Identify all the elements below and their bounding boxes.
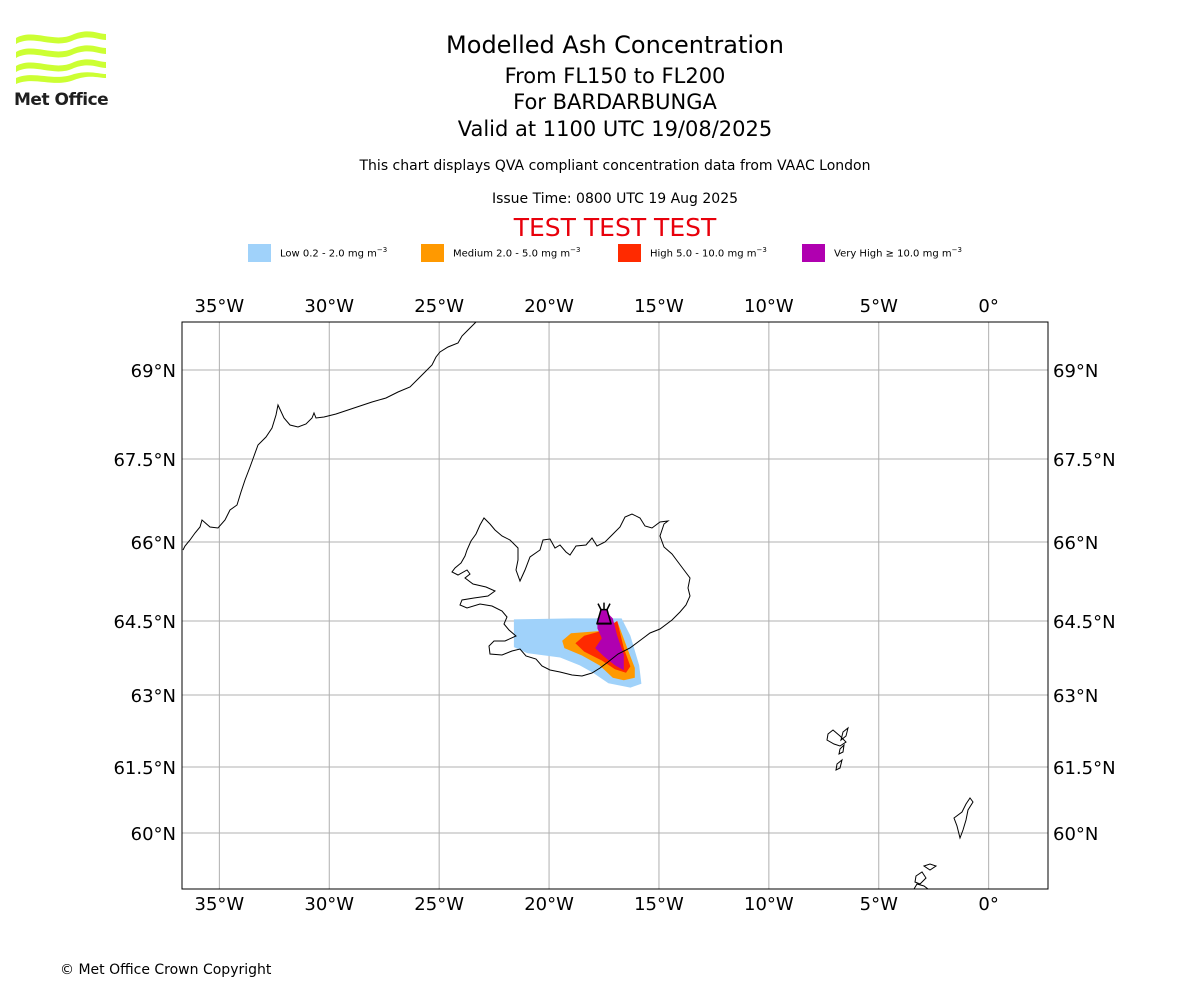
map-frame: [181, 321, 1049, 890]
legend-swatch-high: [618, 244, 641, 262]
legend-swatch-medium: [421, 244, 444, 262]
legend-label-high: High 5.0 - 10.0 mg m−3: [650, 246, 767, 260]
coastline-faroe-4: [835, 758, 843, 771]
lat-tick-label-left: 69°N: [131, 361, 176, 382]
lon-tick-label-bottom: 30°W: [304, 894, 354, 915]
legend-swatch-very-high: [802, 244, 825, 262]
lon-tick-label-bottom: 35°W: [195, 894, 245, 915]
map-background: [182, 322, 1048, 889]
lon-tick-label-top: 25°W: [414, 296, 464, 317]
lon-tick-label-bottom: 5°W: [860, 894, 898, 915]
lon-tick-label-top: 15°W: [634, 296, 684, 317]
flight-level-range: From FL150 to FL200: [504, 64, 726, 88]
lon-tick-label-top: 5°W: [860, 296, 898, 317]
legend-swatch-low: [248, 244, 271, 262]
lat-tick-label-right: 60°N: [1053, 824, 1098, 845]
volcano-icon: [596, 602, 613, 625]
axis-tick-labels: 35°W 35°W 30°W 30°W 25°W 25°W 20°W 20°W 15°W 15°W…: [113, 296, 1115, 915]
chart-title: Modelled Ash Concentration: [446, 31, 784, 59]
lon-tick-label-bottom: 10°W: [744, 894, 794, 915]
copyright: © Met Office Crown Copyright: [60, 962, 272, 978]
volcano-plume-line: [606, 603, 611, 610]
lat-tick-label-left: 61.5°N: [113, 758, 176, 779]
legend-label-medium: Medium 2.0 - 5.0 mg m−3: [453, 246, 581, 260]
test-banner: TEST TEST TEST: [513, 213, 717, 242]
met-office-wave-icon: [16, 31, 106, 84]
lon-tick-label-top: 20°W: [524, 296, 574, 317]
valid-time: Valid at 1100 UTC 19/08/2025: [457, 117, 773, 141]
volcano-plume-line: [597, 603, 602, 610]
lat-tick-label-right: 64.5°N: [1053, 612, 1116, 633]
coastline-orkney-2: [922, 863, 938, 871]
lon-tick-label-top: 0°: [978, 296, 998, 317]
volcano-name: For BARDARBUNGA: [513, 90, 717, 114]
lat-tick-label-left: 60°N: [131, 824, 176, 845]
logo-text: Met Office: [14, 90, 109, 110]
issue-time: Issue Time: 0800 UTC 19 Aug 2025: [491, 191, 739, 207]
graticule: [182, 322, 1048, 889]
coastline-greenland: [182, 322, 477, 551]
lon-tick-label-top: 30°W: [304, 296, 354, 317]
lat-tick-label-left: 63°N: [131, 686, 176, 707]
lat-tick-label-left: 64.5°N: [113, 612, 176, 633]
legend-label-very-high: Very High ≥ 10.0 mg m−3: [834, 246, 962, 260]
lon-tick-label-top: 35°W: [195, 296, 245, 317]
lon-tick-label-bottom: 20°W: [524, 894, 574, 915]
lon-tick-label-top: 10°W: [744, 296, 794, 317]
lon-tick-label-bottom: 25°W: [414, 894, 464, 915]
coastline-faroe-2: [840, 726, 849, 742]
ash-concentration-layer: [513, 609, 642, 688]
coastlines: [182, 322, 974, 889]
coastline-iceland: [451, 513, 691, 677]
met-office-logo: Met Office: [14, 30, 109, 112]
lat-tick-label-right: 67.5°N: [1053, 450, 1116, 471]
compliance-note: This chart displays QVA compliant concen…: [359, 158, 871, 174]
lat-tick-label-right: 69°N: [1053, 361, 1098, 382]
coastline-scotland-north: [913, 883, 929, 889]
legend-label-low: Low 0.2 - 2.0 mg m−3: [280, 246, 388, 260]
lon-tick-label-bottom: 0°: [978, 894, 998, 915]
coastline-faroe-3: [838, 743, 845, 755]
coastline-shetland: [953, 797, 974, 840]
coastline-orkney: [914, 871, 927, 885]
lat-tick-label-right: 61.5°N: [1053, 758, 1116, 779]
lat-tick-label-right: 66°N: [1053, 533, 1098, 554]
coastline-faroe: [826, 729, 847, 747]
lon-tick-label-bottom: 15°W: [634, 894, 684, 915]
lat-tick-label-left: 67.5°N: [113, 450, 176, 471]
lat-tick-label-right: 63°N: [1053, 686, 1098, 707]
lat-tick-label-left: 66°N: [131, 533, 176, 554]
